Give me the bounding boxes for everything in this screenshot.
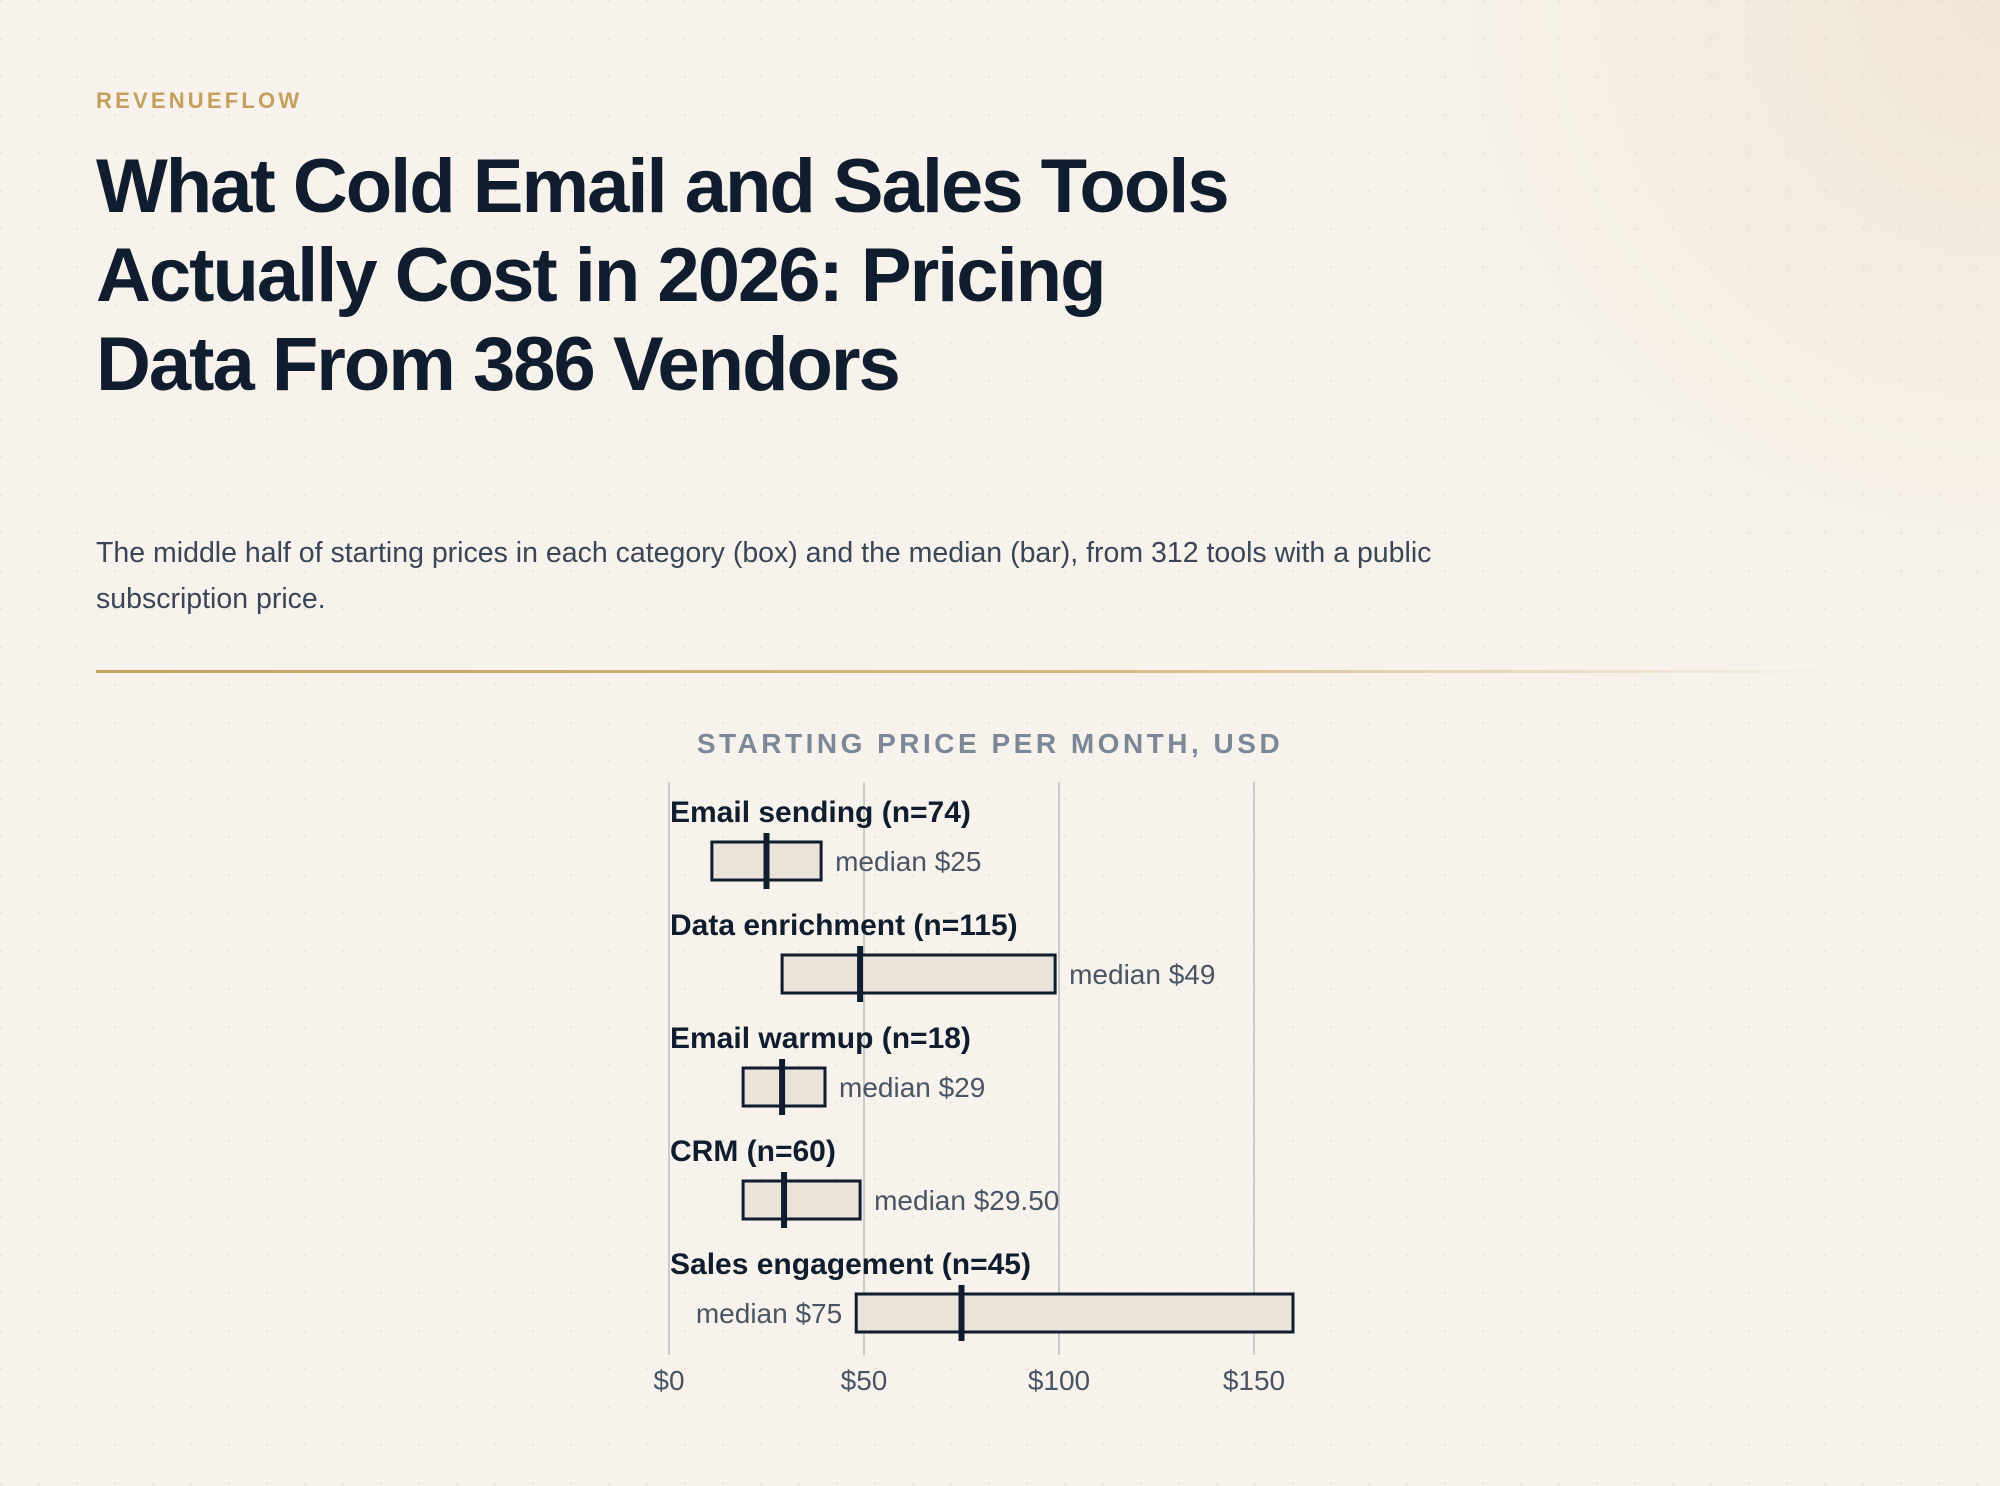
iqr-box <box>780 953 1057 995</box>
x-tick-label: $100 <box>1028 1365 1090 1396</box>
x-tick-label: $50 <box>841 1365 888 1396</box>
category-label: Email warmup (n=18) <box>670 1022 971 1055</box>
iqr-box <box>741 1179 862 1221</box>
median-label: median $25 <box>835 846 981 877</box>
median-label: median $75 <box>696 1298 842 1329</box>
category-label: Data enrichment (n=115) <box>670 909 1018 942</box>
median-label: median $49 <box>1069 959 1215 990</box>
category-label: Email sending (n=74) <box>670 796 971 829</box>
page-title: What Cold Email and Sales Tools Actually… <box>96 144 1230 407</box>
median-label: median $29 <box>839 1072 985 1103</box>
iqr-box <box>854 1292 1295 1334</box>
page-subtitle: The middle half of starting prices in ea… <box>96 537 1432 615</box>
category-label: CRM (n=60) <box>670 1135 836 1168</box>
chart-title: STARTING PRICE PER MONTH, USD <box>696 728 1284 759</box>
header-divider <box>96 670 1856 673</box>
brand-label: REVENUEFLOW <box>96 88 303 113</box>
median-label: median $29.50 <box>874 1185 1059 1216</box>
x-tick-label: $0 <box>653 1365 684 1396</box>
category-label: Sales engagement (n=45) <box>670 1248 1031 1281</box>
x-tick-label: $150 <box>1223 1365 1285 1396</box>
